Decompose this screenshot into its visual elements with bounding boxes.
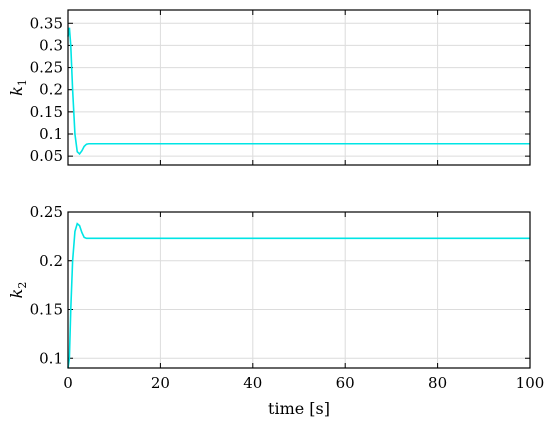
y-tick-label: 0.25 (30, 59, 63, 77)
x-tick-label: 0 (63, 374, 73, 392)
x-tick-label: 80 (428, 374, 447, 392)
plot-frame (67, 9, 531, 166)
plot-frame (67, 211, 531, 369)
x-axis-label: time [s] (268, 399, 330, 418)
x-tick-label: 60 (336, 374, 355, 392)
k2-plot-panel: 0.1 0.15 0.2 0.25 0 20 40 60 80 100 k2 time [s] (7, 203, 544, 418)
series-line (67, 27, 530, 156)
y-axis-label: k1 (7, 79, 29, 96)
series-line (67, 222, 530, 369)
y-tick-label: 0.1 (39, 125, 63, 143)
y-tick-label: 0.3 (39, 36, 63, 54)
x-tick-label: 40 (243, 374, 262, 392)
y-axis-label: k2 (7, 282, 29, 299)
y-tick-label: 0.35 (30, 14, 63, 32)
y-tick-label: 0.2 (39, 252, 63, 270)
x-tick-label: 20 (151, 374, 170, 392)
y-axis-label-symbol: k (7, 289, 26, 299)
y-tick-label: 0.15 (30, 103, 63, 121)
y-tick-label: 0.25 (30, 203, 63, 221)
y-tick-label: 0.15 (30, 301, 63, 319)
y-tick-label: 0.05 (30, 147, 63, 165)
x-tick-label: 100 (516, 374, 545, 392)
y-tick-label: 0.2 (39, 81, 63, 99)
y-axis-label-symbol: k (7, 86, 26, 96)
y-tick-label: 0.1 (39, 349, 63, 367)
y-axis-label-subscript: 1 (16, 79, 29, 86)
k1-plot-panel: 0.05 0.1 0.15 0.2 0.25 0.3 0.35 k1 (7, 9, 531, 166)
y-axis-label-subscript: 2 (16, 282, 29, 289)
